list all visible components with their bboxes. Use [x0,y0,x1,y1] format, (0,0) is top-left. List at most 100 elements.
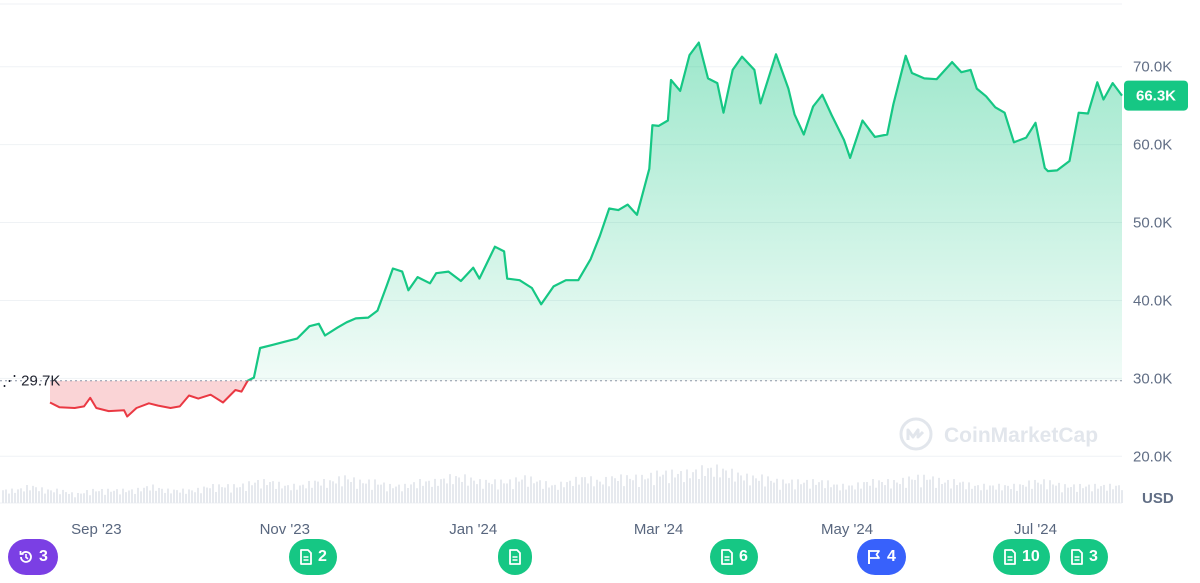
volume-bar [1034,479,1036,503]
volume-bar [1007,485,1009,503]
volume-bars [2,464,1123,503]
volume-bar [47,489,49,503]
volume-bar [380,484,382,503]
event-badge[interactable]: 6 [710,539,758,575]
volume-bar [206,487,208,503]
volume-bar [134,493,136,503]
volume-bar [503,483,505,503]
volume-bar [305,488,307,503]
volume-bar [905,487,907,503]
volume-bar [374,479,376,503]
volume-bar [935,487,937,503]
y-tick-label: 70.0K [1133,59,1172,76]
volume-bar [785,483,787,503]
volume-bar [131,489,133,503]
volume-bar [506,483,508,503]
volume-bar [563,487,565,503]
volume-bar [938,477,940,503]
volume-bar [710,467,712,503]
volume-bar [548,487,550,503]
volume-bar [239,487,241,503]
volume-bar [818,482,820,503]
price-area [49,41,1123,418]
volume-bar [1016,490,1018,503]
volume-bar [149,490,151,503]
volume-bar [50,490,52,503]
current-price-label: 66.3K [1136,88,1176,105]
volume-bar [860,488,862,503]
volume-bar [740,475,742,503]
volume-bar [41,487,43,503]
volume-bar [1031,488,1033,503]
volume-bar [965,489,967,503]
volume-bar [527,486,529,503]
volume-bar [1106,490,1108,503]
volume-bar [20,488,22,503]
volume-bar [497,489,499,503]
volume-bar [323,479,325,503]
volume-bar [635,474,637,503]
x-tick-label: Sep '23 [71,521,121,538]
volume-bar [1022,484,1024,503]
volume-bar [668,483,670,503]
volume-bar [230,492,232,503]
volume-bar [857,482,859,503]
currency-unit-label: USD [1142,490,1174,507]
event-badge[interactable]: 10 [993,539,1050,575]
volume-bar [641,474,643,503]
event-badge[interactable]: 3 [8,539,58,575]
price-line-up [246,41,1123,381]
volume-bar [806,479,808,503]
volume-bar [983,483,985,503]
event-badge[interactable]: 4 [857,539,906,575]
volume-bar [440,479,442,503]
volume-bar [1013,483,1015,503]
volume-bar [977,485,979,503]
event-badge-count: 3 [39,548,48,565]
volume-bar [1037,482,1039,503]
volume-bar [854,489,856,503]
volume-bar [797,479,799,503]
volume-bar [824,488,826,503]
volume-bar [680,471,682,503]
volume-bar [431,486,433,503]
volume-bar [77,493,79,503]
volume-bar [602,484,604,503]
volume-bar [671,469,673,503]
volume-bar [71,492,73,503]
event-badge[interactable]: 3 [1060,539,1108,575]
event-badge[interactable]: 2 [289,539,337,575]
volume-bar [707,468,709,503]
volume-bar [452,484,454,503]
volume-bar [884,485,886,503]
volume-bar [209,488,211,503]
volume-bar [572,485,574,503]
volume-bar [914,479,916,503]
volume-bar [1046,489,1048,503]
volume-bar [278,481,280,503]
volume-bar [482,488,484,503]
volume-bar [1004,485,1006,503]
event-badge[interactable] [498,539,532,575]
volume-bar [458,477,460,503]
volume-bar [755,478,757,503]
volume-bar [158,487,160,503]
volume-bar [950,488,952,503]
volume-bar [782,479,784,503]
volume-bar [227,484,229,503]
volume-bar [92,488,94,503]
volume-bar [470,477,472,503]
volume-bar [218,484,220,503]
volume-bar [443,478,445,503]
volume-bar [1088,484,1090,503]
history-icon [18,549,34,565]
volume-bar [65,492,67,503]
volume-bar [656,470,658,503]
volume-bar [59,494,61,503]
volume-bar [359,479,361,503]
volume-bar [653,485,655,503]
area-fill-down [50,380,1122,417]
volume-bar [320,485,322,503]
volume-bar [986,489,988,503]
volume-bar [317,481,319,503]
